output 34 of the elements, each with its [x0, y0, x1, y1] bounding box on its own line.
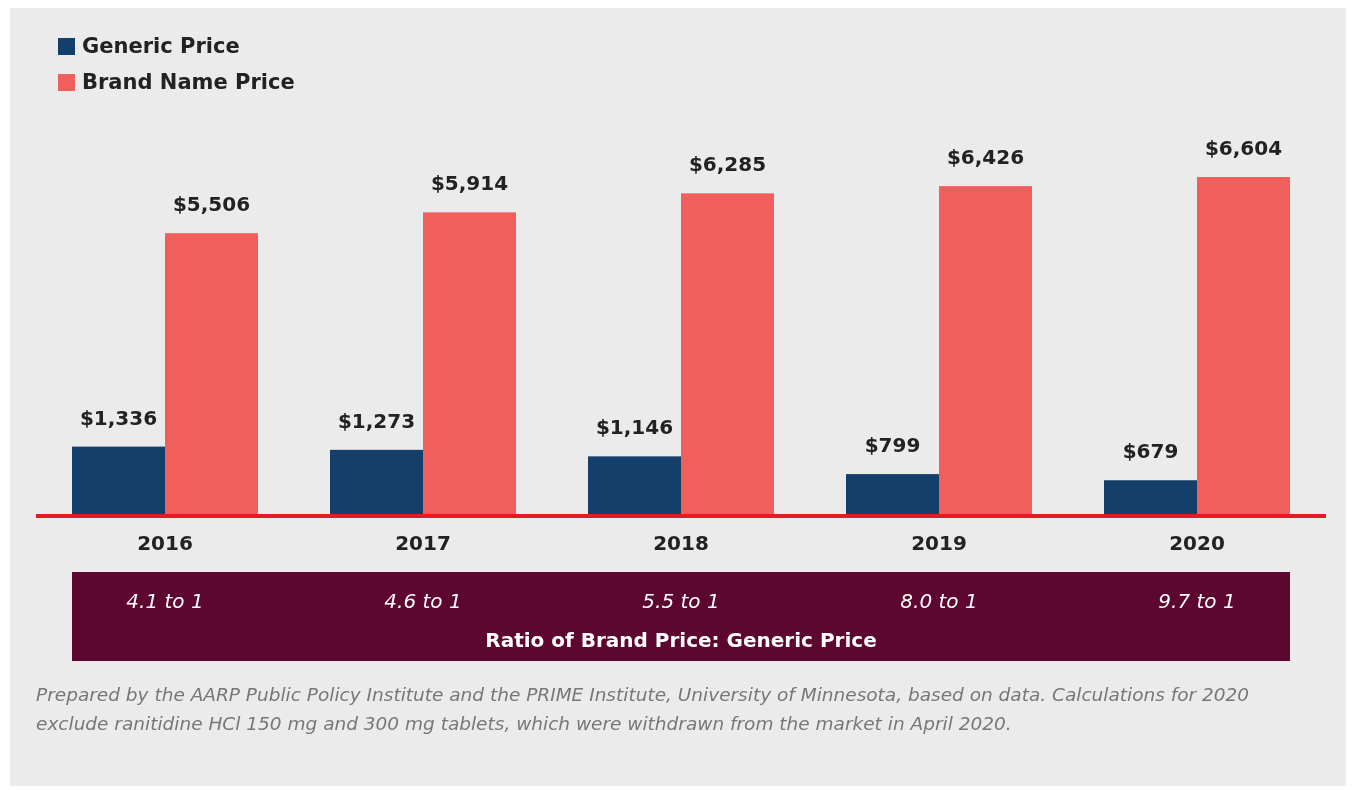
bar	[423, 212, 516, 515]
text: 8.0 to 1	[900, 589, 978, 613]
data-label: $679	[1122, 439, 1179, 464]
bar	[588, 456, 681, 515]
data-label: $799	[864, 433, 921, 458]
text: Prepared by the AARP Public Policy Institute and the PRIME Institute, University of Minnesota, based on data. Calculations for 2020 exclude ranitidine HCl 150 mg and 300 mg tablets, which were withdrawn from the market in April 2020.	[36, 683, 1251, 736]
text: 9.7 to 1	[1158, 589, 1236, 613]
bar	[72, 446, 165, 515]
data-label: $5,506	[172, 192, 251, 217]
x-tick-label: 2017	[395, 531, 451, 556]
bar	[165, 233, 258, 515]
data-label: $1,146	[595, 415, 674, 440]
bar	[330, 449, 423, 515]
data-label: $1,336	[79, 405, 158, 430]
x-tick-label: 2018	[653, 531, 709, 556]
bar	[1104, 480, 1197, 515]
bar	[681, 193, 774, 515]
x-tick-label: 2016	[137, 531, 193, 556]
x-tick-label: 2020	[1169, 531, 1225, 556]
data-label: $6,285	[688, 152, 767, 177]
text: 5.5 to 1	[642, 589, 720, 613]
text: 4.1 to 1	[126, 589, 204, 613]
legend-label: Brand Name Price	[82, 70, 295, 94]
data-label: $5,914	[430, 171, 509, 196]
legend-label: Generic Price	[82, 34, 240, 58]
data-label: $1,273	[337, 408, 416, 433]
bar	[846, 474, 939, 515]
x-tick-label: 2019	[911, 531, 967, 556]
data-label: $6,426	[946, 145, 1025, 170]
data-label: $6,604	[1204, 136, 1283, 160]
text: Ratio of Brand Price: Generic Price	[485, 628, 877, 652]
bar	[939, 186, 1032, 515]
bar	[1197, 177, 1290, 515]
text: 4.6 to 1	[384, 589, 462, 613]
